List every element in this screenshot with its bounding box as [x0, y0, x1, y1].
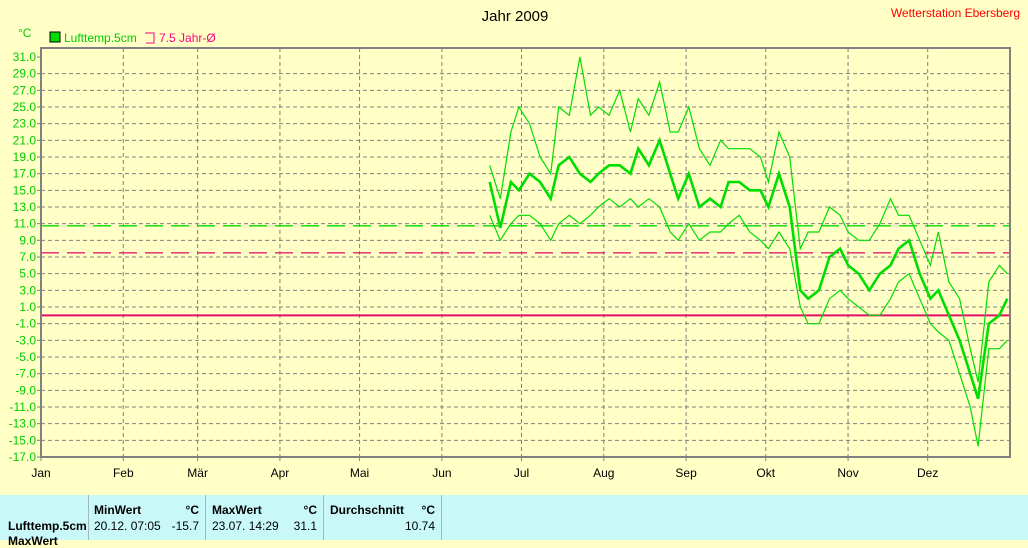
y-tick-label: -3.0	[15, 333, 36, 347]
x-tick-label: Jun	[432, 466, 451, 480]
y-tick-label: 9.0	[19, 233, 36, 247]
x-tick-label: Jan	[31, 466, 50, 480]
x-tick-label: Sep	[675, 466, 697, 480]
series-mean-line	[488, 136, 1009, 400]
x-tick-label: Okt	[756, 466, 775, 480]
temperature-chart: Jahr 2009 Wetterstation Ebersberg °C Luf…	[9, 6, 1020, 480]
series-max-line	[489, 56, 1008, 383]
legend-jahr: 7.5 Jahr-Ø	[159, 31, 216, 45]
x-tick-label: Dez	[917, 466, 938, 480]
min-value: -15.7	[171, 519, 199, 533]
y-tick-label: -7.0	[15, 367, 36, 381]
y-tick-label: -5.0	[15, 350, 36, 364]
x-tick-label: Nov	[837, 466, 858, 480]
min-header: MinWert	[94, 503, 142, 517]
y-tick-label: 5.0	[19, 267, 36, 281]
chart-title: Jahr 2009	[482, 8, 549, 25]
y-tick-label: 31.0	[13, 50, 37, 64]
stats-label-column: Lufttemp.5cm MaxWert	[0, 495, 89, 548]
stats-row-label-2: MaxWert	[8, 534, 58, 548]
min-unit: °C	[185, 503, 199, 517]
max-unit: °C	[303, 503, 317, 517]
x-tick-label: Jul	[514, 466, 529, 480]
plot-frame	[40, 47, 1011, 458]
stats-min-column: MinWert °C 20.12. 07:05 -15.7	[88, 495, 206, 540]
y-tick-label: -15.0	[9, 433, 37, 447]
series-min-line	[489, 197, 1008, 447]
y-tick-label: -13.0	[9, 417, 37, 431]
y-tick-label: -17.0	[9, 450, 37, 464]
x-tick-label: Aug	[593, 466, 614, 480]
y-tick-label: 7.0	[19, 250, 36, 264]
x-tick-label: Apr	[271, 466, 290, 480]
min-date: 20.12. 07:05	[94, 519, 161, 533]
y-tick-label: 11.0	[14, 217, 37, 231]
y-axis-unit: °C	[18, 26, 32, 40]
y-tick-label: 19.0	[13, 150, 37, 164]
station-name: Wetterstation Ebersberg	[891, 6, 1020, 20]
x-tick-label: Feb	[113, 466, 134, 480]
y-tick-label: -11.0	[10, 400, 37, 414]
avg-header: Durchschnitt	[330, 503, 405, 517]
y-tick-label: 1.0	[19, 300, 36, 314]
avg-value: 10.74	[404, 519, 435, 533]
stats-max-column: MaxWert °C 23.07. 14:29 31.1	[206, 495, 324, 540]
legend-swatch-lufttemp	[49, 31, 61, 43]
y-tick-label: 29.0	[13, 67, 37, 81]
x-tick-label: Mai	[350, 466, 369, 480]
stats-panel: Lufttemp.5cm MaxWert MinWert °C 20.12. 0…	[0, 495, 1028, 548]
y-tick-label: 23.0	[13, 117, 37, 131]
max-date: 23.07. 14:29	[212, 519, 279, 533]
stats-avg-column: Durchschnitt °C 10.74	[324, 495, 442, 540]
avg-unit: °C	[421, 503, 435, 517]
x-tick-label: Mär	[187, 466, 208, 480]
y-tick-label: 3.0	[19, 283, 36, 297]
y-tick-label: 25.0	[13, 100, 37, 114]
y-tick-label: -9.0	[15, 383, 36, 397]
y-tick-label: -1.0	[15, 317, 36, 331]
y-tick-label: 17.0	[13, 167, 37, 181]
y-tick-label: 15.0	[13, 183, 37, 197]
y-tick-label: 21.0	[13, 133, 37, 147]
max-header: MaxWert	[212, 503, 262, 517]
max-value: 31.1	[293, 519, 317, 533]
y-tick-label: 27.0	[13, 83, 37, 97]
stats-row-label: Lufttemp.5cm	[8, 519, 87, 533]
y-tick-label: 13.0	[13, 200, 37, 214]
legend-lufttemp: Lufttemp.5cm	[64, 31, 137, 45]
legend-swatch-jahr	[145, 32, 155, 44]
